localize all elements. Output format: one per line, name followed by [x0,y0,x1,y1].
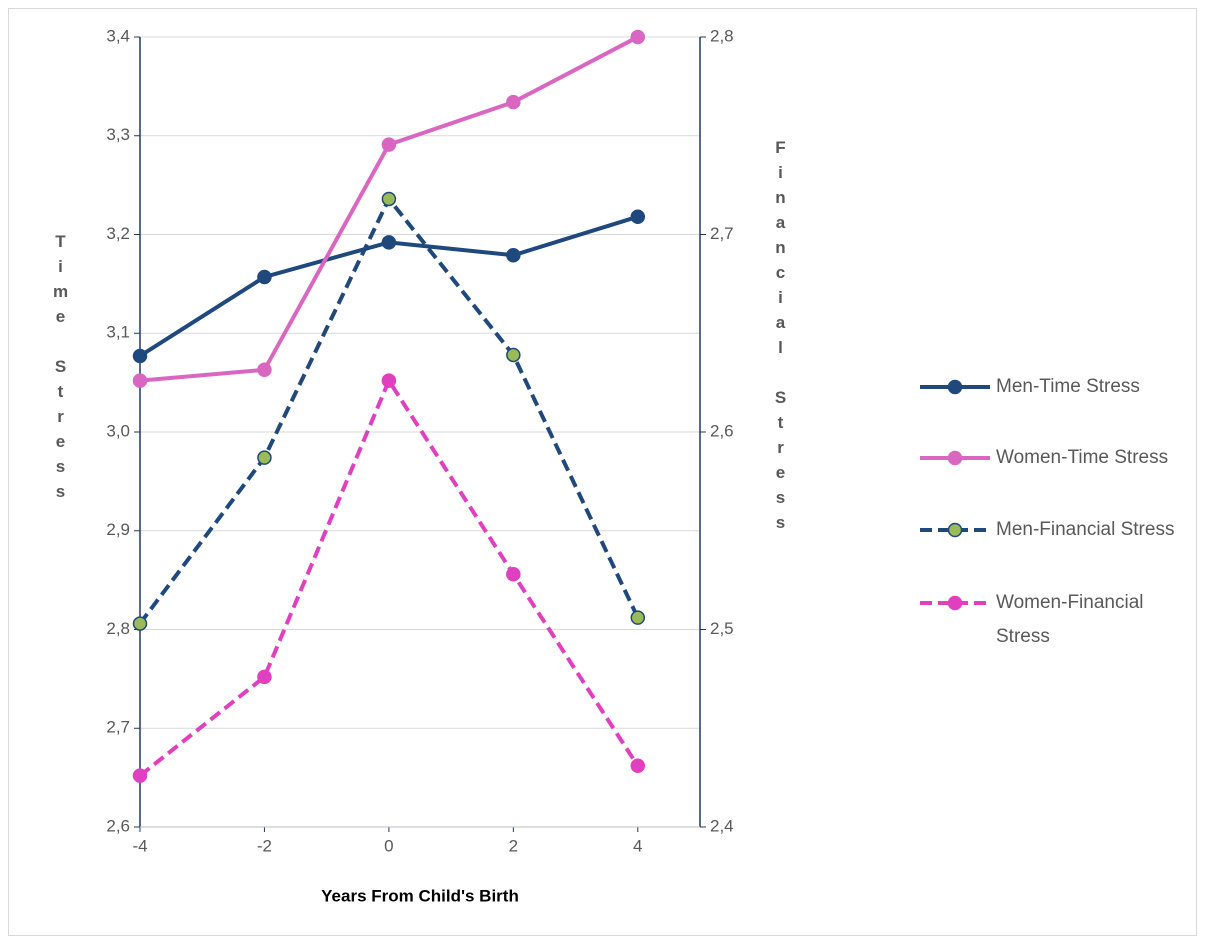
legend-label: Men-Time Stress [996,376,1140,397]
legend-label: Women-Time Stress [996,447,1169,468]
y-tick-label: 3,3 [106,125,130,144]
point [257,269,272,285]
point [257,669,272,685]
point [132,768,148,783]
x-axis-title: Years From Child's Birth [321,886,519,905]
y-tick-label: 3,4 [106,26,130,45]
x-tick-label: -4 [132,836,147,855]
y2-tick-label: 2,7 [710,224,734,243]
point [381,137,397,152]
y2-tick-label: 2,5 [710,619,734,638]
legend-marker [947,522,963,538]
legend-label: Men-Financial Stress [996,519,1175,540]
point [506,347,521,363]
y-tick-label: 2,8 [106,619,130,638]
x-tick-label: 2 [509,836,518,855]
series-line [138,195,640,625]
y-tick-label: 3,1 [106,323,130,342]
y-axis-title: Time Stress [51,232,70,507]
point [132,373,148,388]
point [381,373,397,388]
legend-marker [947,450,963,466]
point [506,566,521,582]
y-tick-label: 3,0 [106,421,130,440]
chart-border [8,8,1197,936]
point [630,209,646,224]
point [630,758,646,774]
y2-axis-title: Financial Stress [771,138,790,538]
y2-tick-label: 2,4 [710,816,734,835]
point [257,362,272,378]
y2-tick-label: 2,8 [710,26,734,45]
series-line [139,35,639,383]
point [506,94,521,110]
point [257,450,272,465]
point [506,247,521,263]
point [630,29,646,45]
y-tick-label: 3,2 [106,224,130,243]
x-tick-label: 0 [384,836,393,855]
y-tick-label: 2,6 [106,816,130,835]
legend-marker [947,379,963,395]
point [381,235,397,250]
point [630,610,646,625]
y-tick-label: 2,7 [106,718,130,737]
point [132,348,148,364]
legend-marker [947,595,963,611]
point [132,616,148,631]
series-line [138,376,640,778]
x-tick-label: 4 [633,836,642,855]
point [381,191,397,207]
y-tick-label: 2,9 [106,520,130,539]
legend-label: Women-Financial Stress [996,592,1144,647]
x-tick-label: -2 [257,836,272,855]
y2-tick-label: 2,6 [710,421,734,440]
